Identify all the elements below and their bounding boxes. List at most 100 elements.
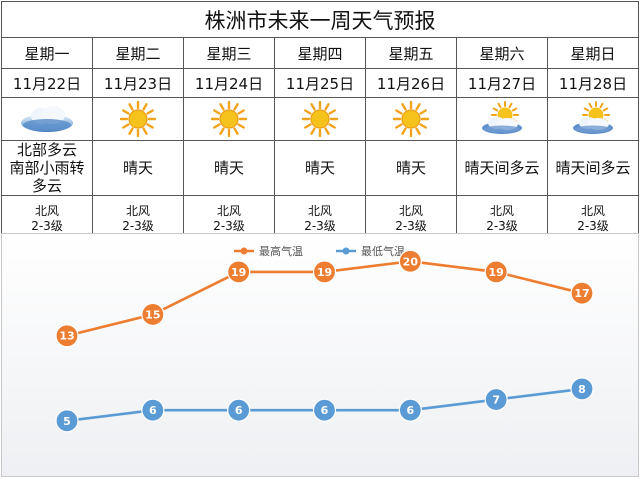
icon-cell	[92, 97, 184, 141]
data-marker	[570, 281, 594, 305]
data-point: 5	[55, 409, 79, 433]
condition-line: 北部多云	[16, 141, 77, 160]
weekday-cell: 星期六	[456, 37, 548, 69]
data-label: 20	[403, 255, 419, 268]
weekday-cell: 星期一	[1, 37, 93, 69]
icon-row	[1, 97, 639, 141]
wind-direction: 北风	[216, 204, 241, 218]
data-marker	[484, 387, 508, 412]
date-cell: 11月24日	[183, 68, 275, 98]
icon-cell	[456, 97, 548, 141]
condition-cell: 晴天间多云	[547, 140, 639, 196]
weekday-cell: 星期五	[365, 37, 457, 69]
data-point: 20	[398, 249, 422, 273]
page-title: 株洲市未来一周天气预报	[1, 1, 639, 38]
date-cell: 11月25日	[274, 68, 366, 98]
icon-cell	[365, 97, 457, 141]
wind-direction: 北风	[34, 204, 59, 218]
data-marker	[312, 260, 337, 284]
icon-cell	[547, 97, 639, 141]
legend-label: 最低气温	[361, 244, 405, 258]
sun-icon	[392, 101, 430, 137]
condition-cell: 晴天间多云	[456, 140, 548, 196]
data-label: 13	[59, 330, 74, 343]
cloud-icon	[21, 106, 73, 132]
date-cell: 11月22日	[1, 68, 93, 98]
wind-level: 2-3级	[486, 219, 518, 233]
data-point: 6	[227, 398, 251, 422]
temperature-chart: 最高气温 最低气温 13 15 19 19 20 19 17 5 6 6 6 6 7 8	[1, 233, 639, 477]
wind-level: 2-3级	[31, 219, 63, 233]
data-label: 19	[231, 266, 246, 279]
wind-direction: 北风	[125, 204, 150, 218]
weekday-cell: 星期二	[92, 37, 184, 69]
weekday-cell: 星期日	[547, 37, 639, 69]
data-label: 15	[145, 308, 160, 321]
data-marker	[570, 377, 594, 401]
wind-level: 2-3级	[577, 219, 609, 233]
sun-cloud-icon	[573, 101, 613, 134]
condition-row: 北部多云 南部小雨转 多云 晴天 晴天 晴天 晴天 晴天间多云 晴天间多云	[1, 140, 639, 196]
wind-level: 2-3级	[213, 219, 245, 233]
data-point: 15	[141, 302, 165, 327]
data-label: 5	[63, 415, 71, 428]
wind-level: 2-3级	[304, 219, 336, 233]
series-points: 13 15 19 19 20 19 17 5 6 6 6 6 7 8	[55, 249, 594, 433]
wind-direction: 北风	[307, 204, 332, 218]
icon-cell	[183, 97, 275, 141]
wind-level: 2-3级	[395, 219, 427, 233]
data-point: 19	[227, 260, 251, 284]
data-point: 8	[570, 377, 594, 401]
icon-cell	[1, 97, 93, 141]
sun-icon	[301, 101, 339, 137]
weekday-row: 星期一 星期二 星期三 星期四 星期五 星期六 星期日	[1, 37, 639, 69]
condition-cell: 晴天	[92, 140, 184, 196]
data-point: 19	[484, 260, 508, 284]
data-point: 19	[312, 260, 337, 284]
data-marker	[55, 409, 79, 433]
wind-level: 2-3级	[122, 219, 154, 233]
data-marker	[398, 398, 422, 422]
data-label: 7	[492, 394, 500, 407]
wind-direction: 北风	[580, 204, 605, 218]
date-cell: 11月23日	[92, 68, 184, 98]
legend-label: 最高气温	[259, 244, 303, 258]
data-label: 6	[235, 404, 243, 417]
data-point: 6	[141, 398, 165, 422]
data-point: 6	[398, 398, 422, 422]
condition-cell: 北部多云 南部小雨转 多云	[1, 140, 93, 196]
condition-line: 南部小雨转	[9, 159, 85, 177]
icon-cell	[274, 97, 366, 141]
data-point: 7	[484, 387, 508, 412]
data-label: 6	[321, 404, 329, 417]
date-cell: 11月28日	[547, 68, 639, 98]
data-label: 17	[574, 287, 589, 300]
condition-cell: 晴天	[365, 140, 457, 196]
date-row: 11月22日 11月23日 11月24日 11月25日 11月26日 11月27…	[1, 68, 639, 98]
condition-line: 多云	[31, 177, 62, 195]
weekday-cell: 星期四	[274, 37, 366, 69]
data-marker	[484, 260, 508, 284]
data-marker	[141, 302, 165, 327]
data-label: 6	[149, 404, 157, 417]
data-marker	[55, 324, 79, 348]
data-label: 6	[407, 404, 415, 417]
data-point: 13	[55, 324, 79, 348]
data-label: 8	[578, 383, 586, 396]
sun-cloud-icon	[482, 101, 522, 134]
temperature-chart-svg: 最高气温 最低气温 13 15 19 19 20 19 17 5 6 6 6 6 7 8	[55, 244, 594, 433]
legend-symbol	[336, 247, 356, 255]
data-marker	[398, 249, 422, 273]
data-marker	[227, 398, 251, 422]
date-cell: 11月27日	[456, 68, 548, 98]
sun-icon	[210, 101, 248, 137]
data-label: 19	[489, 266, 504, 279]
data-marker	[312, 398, 337, 422]
data-point: 17	[570, 281, 594, 305]
date-cell: 11月26日	[365, 68, 457, 98]
data-marker	[227, 260, 251, 284]
data-marker	[141, 398, 165, 422]
data-point: 6	[312, 398, 337, 422]
data-label: 19	[317, 266, 332, 279]
